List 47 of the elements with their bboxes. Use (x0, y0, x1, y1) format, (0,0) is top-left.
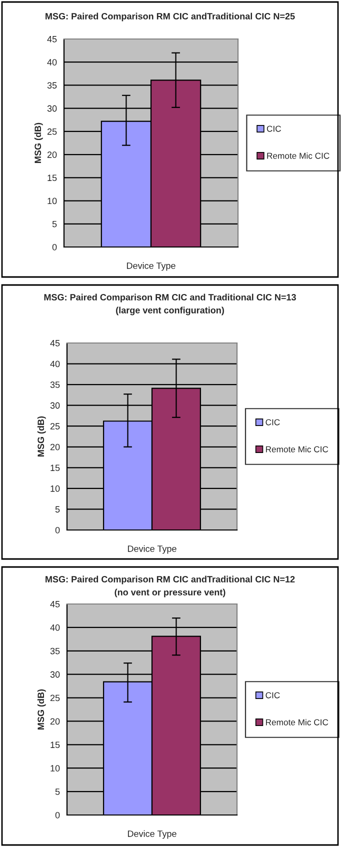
y-tick-label: 35 (47, 82, 57, 89)
y-tick-label: 15 (50, 464, 60, 472)
y-tick-label: 0 (52, 244, 57, 250)
y-axis-title: MSG (dB) (34, 122, 43, 163)
y-tick-label: 10 (48, 198, 57, 204)
chart-title: MSG: Paired Comparison RM CIC andTraditional CIC N=25 (46, 12, 295, 22)
chart-subtitle: (large vent configuration) (116, 306, 224, 316)
y-tick-label: 15 (48, 174, 57, 182)
y-tick-label: 25 (47, 128, 57, 135)
x-axis-title: Device Type (128, 830, 176, 839)
y-tick-label: 45 (50, 601, 60, 608)
y-tick-label: 45 (47, 36, 57, 42)
legend-label: CIC (266, 126, 282, 132)
x-axis-title: Device Type (128, 545, 176, 554)
y-tick-label: 0 (55, 812, 60, 818)
legend-label: CIC (266, 419, 280, 426)
y-tick-label: 30 (47, 105, 57, 112)
y-tick-label: 35 (50, 648, 60, 654)
y-axis-title: MSG (dB) (37, 689, 46, 730)
y-tick-label: 15 (50, 742, 60, 748)
legend-label: Remote Mic CIC (266, 719, 328, 726)
legend-label: Remote Mic CIC (267, 152, 330, 159)
x-axis-title: Device Type (126, 262, 176, 271)
y-tick-label: 45 (50, 340, 60, 346)
y-tick-label: 40 (50, 624, 60, 631)
y-tick-label: 30 (50, 402, 60, 409)
y-tick-label: 20 (50, 718, 60, 725)
y-tick-label: 30 (50, 671, 60, 678)
y-tick-label: 20 (47, 152, 57, 158)
y-tick-label: 10 (50, 485, 60, 492)
y-tick-label: 35 (50, 382, 60, 388)
y-tick-label: 5 (52, 220, 57, 228)
legend-label: CIC (266, 692, 280, 698)
y-tick-label: 5 (55, 788, 60, 795)
y-tick-label: 40 (47, 59, 57, 66)
legend-label: Remote Mic CIC (266, 446, 328, 452)
chart-title: MSG: Paired Comparison RM CIC and Traditional CIC N=13 (44, 294, 296, 302)
y-tick-label: 25 (50, 423, 60, 430)
y-tick-label: 5 (55, 506, 60, 513)
y-tick-label: 25 (50, 694, 60, 702)
y-tick-label: 10 (50, 765, 60, 772)
chart-title: MSG: Paired Comparison RM CIC andTraditional CIC N=12 (46, 576, 295, 584)
y-tick-label: 40 (50, 360, 60, 368)
y-tick-label: 0 (55, 526, 60, 534)
y-tick-label: 20 (50, 444, 60, 450)
y-axis-title: MSG (dB) (37, 416, 46, 456)
chart-subtitle: (no vent or pressure vent) (114, 588, 226, 598)
